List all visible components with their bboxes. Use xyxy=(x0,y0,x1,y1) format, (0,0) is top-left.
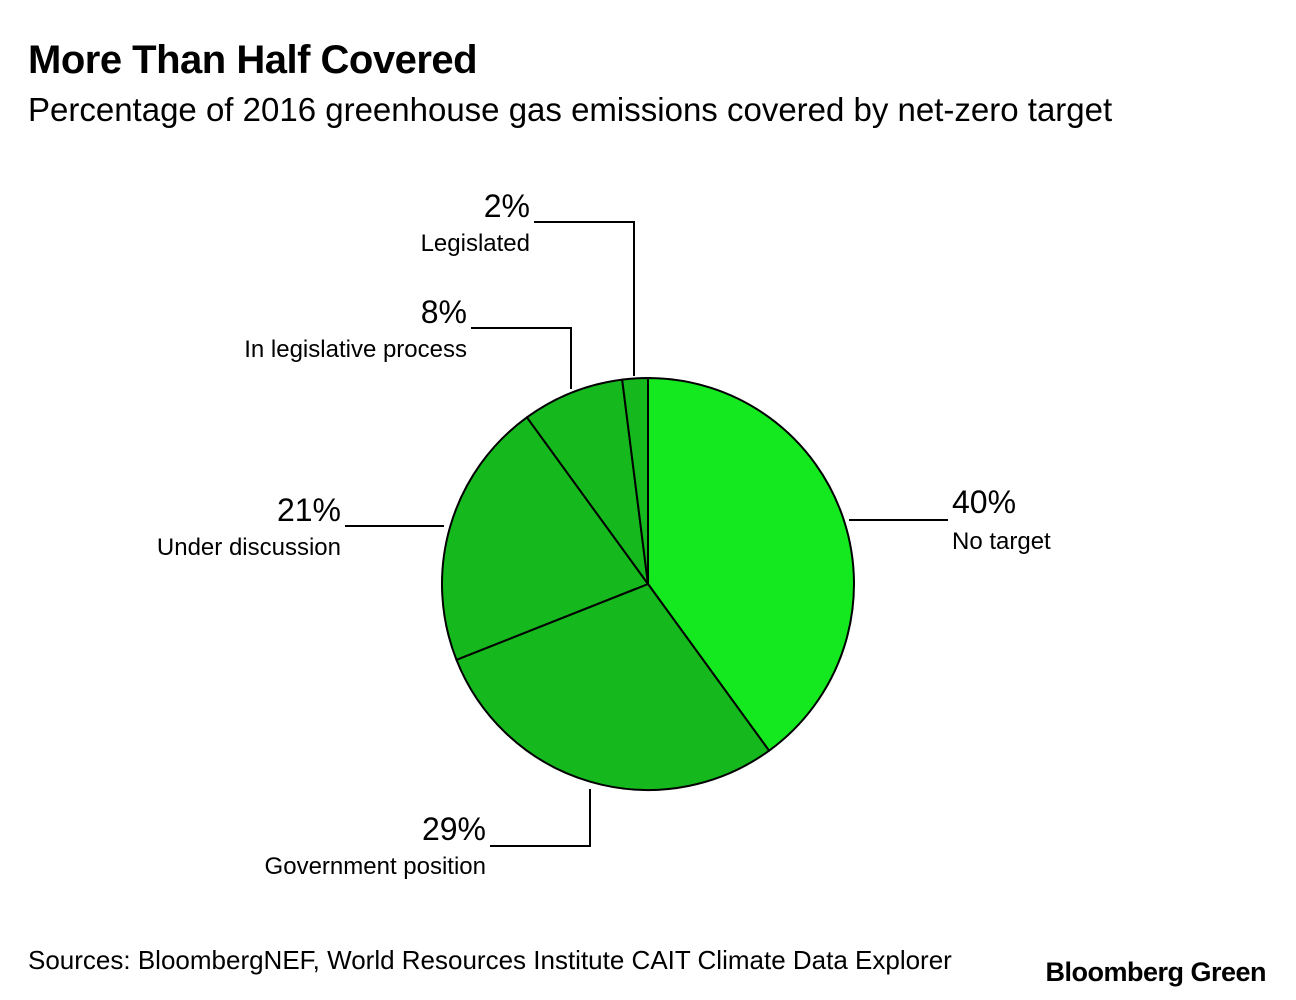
slice-value-label-under-discussion: 21% xyxy=(277,492,341,528)
slice-category-label-government-position: Government position xyxy=(265,853,486,880)
slice-category-label-in-legislative-process: In legislative process xyxy=(244,336,467,363)
source-note: Sources: BloombergNEF, World Resources I… xyxy=(28,945,952,975)
brand-logo: Bloomberg Green xyxy=(1045,957,1266,987)
slice-category-label-no-target: No target xyxy=(952,528,1051,555)
pie-slice-no-target xyxy=(647,377,855,752)
callout-line-legislated xyxy=(534,221,635,376)
pie-slice-government-position xyxy=(455,583,771,791)
chart-title: More Than Half Covered xyxy=(28,38,478,82)
slice-value-label-legislated: 2% xyxy=(484,188,530,224)
callout-line-government-position xyxy=(490,789,591,847)
pie-slice-in-legislative-process xyxy=(525,378,649,585)
slice-category-label-under-discussion: Under discussion xyxy=(157,534,341,561)
pie-slice-legislated xyxy=(621,376,649,585)
slice-value-label-no-target: 40% xyxy=(952,484,1016,520)
slice-value-label-in-legislative-process: 8% xyxy=(421,294,467,330)
chart-subtitle: Percentage of 2016 greenhouse gas emissi… xyxy=(28,91,1113,128)
slice-value-label-government-position: 29% xyxy=(422,811,486,847)
slice-category-label-legislated: Legislated xyxy=(421,230,530,257)
pie-slice-under-discussion xyxy=(441,416,649,661)
callout-line-in-legislative-process xyxy=(471,327,572,389)
